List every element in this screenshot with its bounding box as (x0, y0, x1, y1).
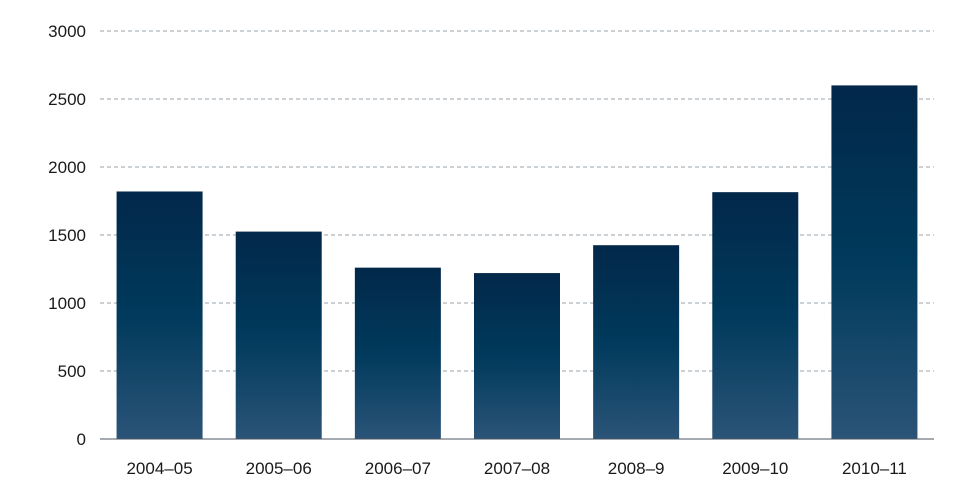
x-axis-ticks: 2004–05 2005–06 2006–07 2007–08 2008–9 2009–1… (126, 459, 906, 478)
y-axis-ticks: 0 500 1000 1500 2000 2500 3000 (48, 22, 86, 449)
y-tick-label: 1500 (48, 226, 86, 245)
y-tick-label: 2000 (48, 158, 86, 177)
y-tick-label: 500 (58, 362, 86, 381)
bar (712, 192, 799, 439)
x-tick-label: 2004–05 (126, 459, 192, 478)
bar (116, 191, 203, 439)
y-tick-label: 1000 (48, 294, 86, 313)
bar (235, 231, 322, 439)
y-tick-label: 3000 (48, 22, 86, 41)
x-tick-label: 2008–9 (608, 459, 665, 478)
x-tick-label: 2005–06 (246, 459, 312, 478)
y-tick-label: 2500 (48, 90, 86, 109)
x-tick-label: 2007–08 (484, 459, 550, 478)
bar (354, 267, 441, 439)
x-tick-label: 2009–10 (722, 459, 788, 478)
x-tick-label: 2006–07 (365, 459, 431, 478)
bar (831, 85, 918, 440)
bar (474, 273, 560, 439)
bar (593, 245, 680, 439)
bars (116, 85, 918, 440)
y-tick-label: 0 (77, 430, 86, 449)
x-tick-label: 2010–11 (842, 459, 907, 478)
